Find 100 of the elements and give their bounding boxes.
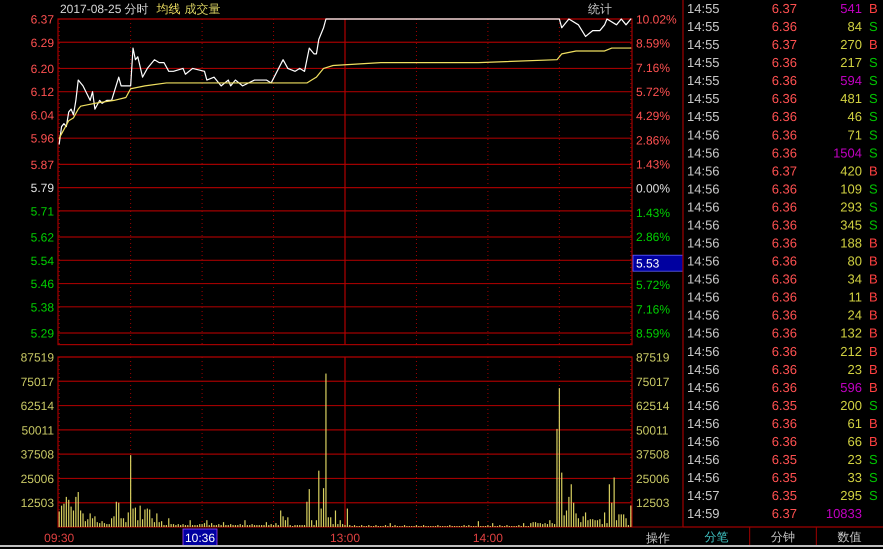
text: 6.36 bbox=[772, 290, 797, 305]
text: 14:56 bbox=[687, 163, 720, 178]
y-tick-label: 6.29 bbox=[30, 36, 54, 50]
text: 14:56 bbox=[687, 416, 720, 431]
y2-tick-label: 4.29% bbox=[636, 109, 670, 124]
y-tick-label: 6.37 bbox=[30, 12, 54, 26]
text: S bbox=[869, 109, 878, 124]
text: 6.37 bbox=[772, 1, 797, 16]
text: 61 bbox=[848, 416, 862, 431]
text: 46 bbox=[848, 109, 862, 124]
text: S bbox=[869, 488, 878, 504]
text: 均线 bbox=[156, 2, 181, 16]
text: 14:55 bbox=[687, 73, 720, 88]
text: S bbox=[869, 470, 878, 486]
text: 6.36 bbox=[772, 344, 797, 359]
y2-tick-label: 7.16% bbox=[636, 60, 670, 75]
text: 14:56 bbox=[687, 362, 720, 377]
text: 6.36 bbox=[772, 326, 797, 341]
text: 594 bbox=[840, 73, 862, 88]
y-tick-label: 5.62 bbox=[30, 230, 54, 245]
text: 295 bbox=[840, 488, 862, 504]
text: S bbox=[869, 217, 878, 232]
text: 14:56 bbox=[687, 308, 720, 323]
text: 10833 bbox=[826, 506, 862, 522]
text: 14:55 bbox=[687, 109, 720, 124]
text: 6.36 bbox=[772, 416, 797, 431]
text: S bbox=[869, 398, 878, 413]
text: 10:36 bbox=[184, 531, 216, 545]
text: 6.36 bbox=[772, 55, 797, 70]
x-tick-label: 14:00 bbox=[472, 531, 504, 545]
text: 11 bbox=[848, 290, 862, 305]
y2-tick-label: 1.43% bbox=[636, 157, 670, 172]
y-tick-label: 5.29 bbox=[30, 326, 54, 340]
y-tick-label: 5.71 bbox=[30, 204, 54, 218]
y2-tick-label: 5.72% bbox=[636, 85, 670, 100]
text: S bbox=[869, 181, 878, 196]
text: 23 bbox=[848, 362, 862, 377]
y-tick-label: 5.96 bbox=[30, 132, 54, 146]
text: 132 bbox=[840, 326, 862, 341]
text: B bbox=[869, 326, 878, 341]
text: 6.35 bbox=[772, 488, 797, 504]
text: B bbox=[869, 290, 878, 305]
y-tick-label: 25006 bbox=[20, 472, 54, 486]
x-tick-label: 09:30 bbox=[44, 531, 75, 545]
y-tick-label: 50011 bbox=[22, 423, 54, 438]
y-tick-label: 6.20 bbox=[30, 62, 54, 76]
text: 345 bbox=[840, 217, 862, 232]
y-tick-label: 37508 bbox=[20, 448, 54, 462]
y2-tick-label: 5.72% bbox=[636, 278, 670, 292]
text: 6.36 bbox=[772, 217, 797, 232]
text: 420 bbox=[840, 163, 862, 178]
text: B bbox=[869, 1, 878, 16]
text: 6.36 bbox=[772, 362, 797, 377]
text: S bbox=[869, 19, 878, 34]
y-tick-label: 6.04 bbox=[30, 108, 54, 122]
text: 80 bbox=[848, 254, 862, 269]
text: 14:56 bbox=[687, 326, 720, 341]
y2-tick-label: 0.00% bbox=[636, 182, 670, 196]
text: 操作 bbox=[646, 531, 670, 545]
y-tick-label: 5.46 bbox=[30, 277, 54, 292]
text: 33 bbox=[848, 470, 862, 486]
text: 14:56 bbox=[687, 199, 720, 214]
text: 14:56 bbox=[687, 398, 720, 413]
text: 34 bbox=[848, 272, 862, 287]
text: 6.36 bbox=[772, 73, 797, 88]
text: 14:59 bbox=[687, 506, 720, 522]
y-tick-label: 5.79 bbox=[30, 181, 54, 196]
text: 270 bbox=[840, 37, 862, 52]
y2-tick-label: 10.02% bbox=[636, 12, 678, 26]
text: 数值 bbox=[838, 530, 862, 544]
text: B bbox=[869, 416, 878, 431]
text: 6.36 bbox=[772, 19, 797, 34]
text: 14:56 bbox=[687, 217, 720, 232]
text: 分笔 bbox=[704, 530, 728, 544]
text: 6.37 bbox=[772, 163, 797, 178]
text: 6.35 bbox=[772, 470, 797, 486]
text: S bbox=[869, 127, 878, 142]
y2-tick-label: 62514 bbox=[636, 399, 670, 414]
y2-tick-label: 7.16% bbox=[636, 302, 670, 316]
x-tick-label: 13:00 bbox=[330, 531, 360, 545]
text: 200 bbox=[840, 398, 862, 413]
y2-tick-label: 2.86% bbox=[636, 133, 670, 148]
text: 24 bbox=[848, 308, 862, 323]
y-tick-label: 5.54 bbox=[30, 254, 54, 268]
y-tick-label: 12503 bbox=[20, 496, 54, 510]
y2-tick-label: 8.59% bbox=[636, 326, 670, 341]
text: B bbox=[869, 362, 878, 377]
y2-tick-label: 75017 bbox=[636, 374, 670, 389]
y2-tick-label: 37508 bbox=[636, 448, 670, 462]
text: S bbox=[869, 199, 878, 214]
text: S bbox=[869, 55, 878, 70]
text: B bbox=[869, 434, 878, 449]
text: 541 bbox=[840, 1, 862, 16]
text: 293 bbox=[840, 199, 862, 214]
y-tick-label: 5.87 bbox=[30, 158, 54, 172]
y2-tick-label: 50011 bbox=[636, 423, 669, 438]
text: 596 bbox=[840, 380, 862, 395]
text: 14:55 bbox=[687, 37, 720, 52]
text: 6.36 bbox=[772, 181, 797, 196]
y2-tick-label: 8.59% bbox=[636, 36, 670, 51]
